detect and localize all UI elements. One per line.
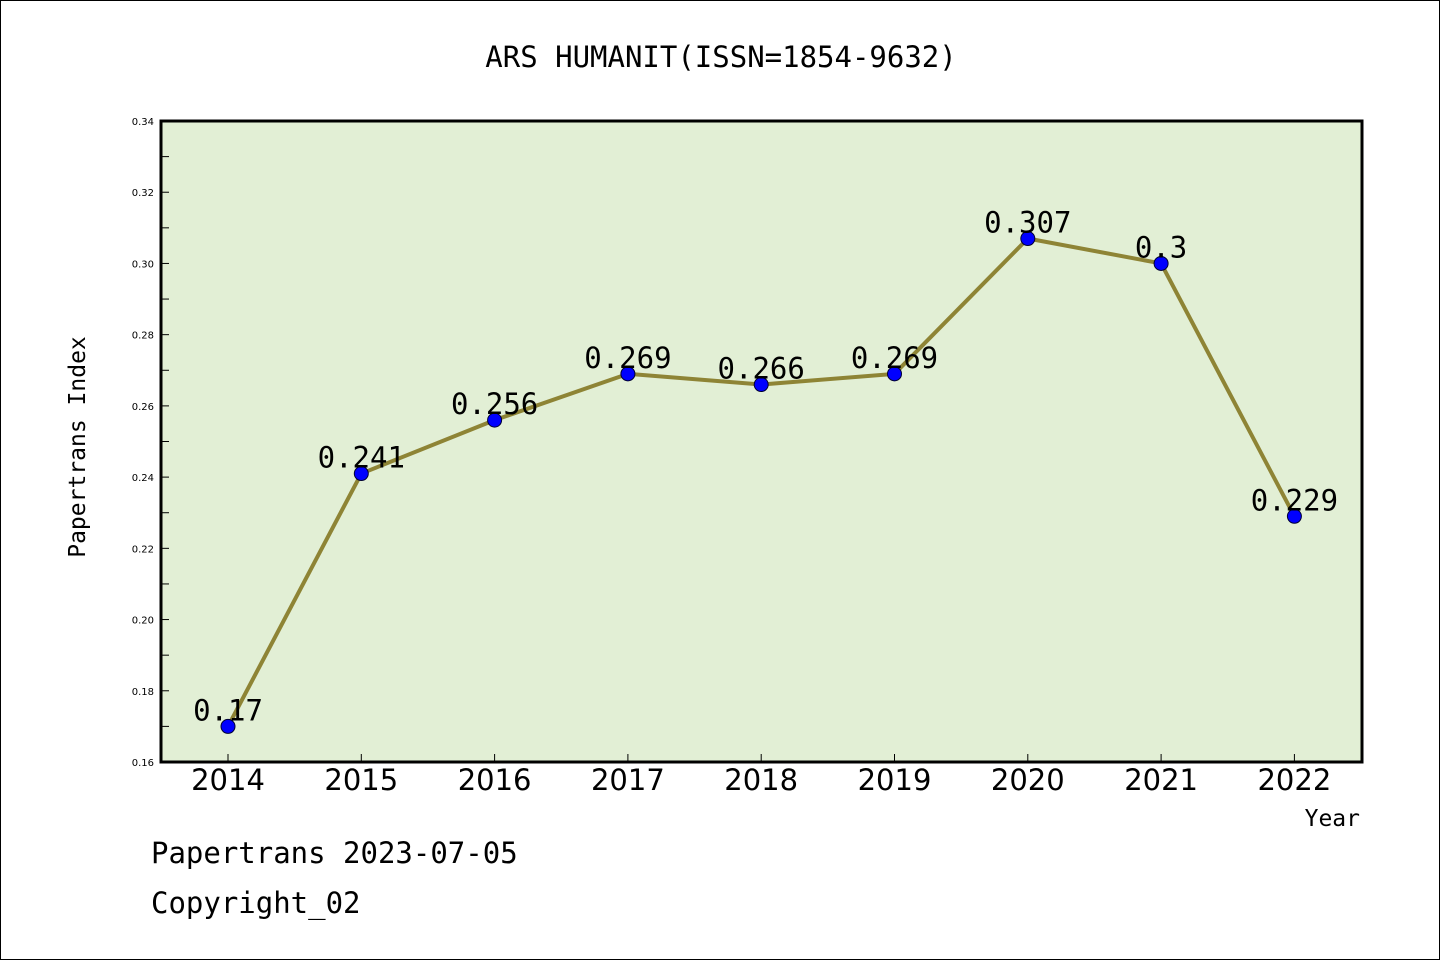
- footer-copyright: Copyright_02: [151, 886, 361, 920]
- y-tick-label: 0.30: [132, 259, 154, 270]
- data-point: [887, 366, 902, 382]
- chart-title: ARS HUMANIT(ISSN=1854-9632): [485, 40, 956, 74]
- footer-date: Papertrans 2023-07-05: [151, 836, 518, 870]
- y-tick-label: 0.22: [132, 544, 154, 555]
- y-tick-label: 0.20: [132, 616, 154, 627]
- data-label: 0.17: [193, 693, 263, 727]
- x-tick-label: 2021: [1124, 763, 1198, 797]
- plot-border: [159, 119, 1364, 764]
- series-layer: 0.17 0.241 0.256 0.269 0.266 0.269 0.307 0.3 0.2…: [193, 206, 1338, 734]
- x-tick-label: 2016: [458, 763, 532, 797]
- data-label: 0.256: [451, 387, 538, 421]
- x-tick-label: 2018: [724, 763, 798, 797]
- y-tick-label: 0.34: [132, 117, 154, 128]
- data-label: 0.307: [984, 206, 1071, 240]
- x-tick-label: 2014: [191, 763, 265, 797]
- y-tick-label: 0.32: [132, 188, 154, 199]
- data-point: [1020, 231, 1036, 247]
- y-tick-label: 0.24: [132, 473, 154, 484]
- y-tick-label: 0.28: [132, 331, 154, 342]
- data-label: 0.266: [718, 352, 805, 386]
- data-point: [1286, 508, 1302, 524]
- y-tick-label: 0.18: [132, 687, 154, 698]
- x-tick-label: 2015: [324, 763, 398, 797]
- y-tick-label: 0.26: [132, 402, 154, 413]
- data-point: [753, 377, 769, 393]
- data-point: [353, 466, 369, 482]
- x-tick-label: 2020: [991, 763, 1065, 797]
- plot-area: [161, 121, 1362, 762]
- data-label: 0.269: [584, 341, 671, 375]
- y-axis-label: Papertrans Index: [65, 336, 91, 558]
- y-tick-label: 0.16: [132, 758, 154, 769]
- x-tick-label: 2022: [1257, 763, 1331, 797]
- data-label: 0.3: [1135, 230, 1187, 264]
- x-tick-label: 2017: [591, 763, 665, 797]
- data-point: [487, 412, 503, 428]
- data-point: [620, 366, 636, 382]
- data-label: 0.241: [318, 441, 405, 475]
- x-axis-label: Year: [1305, 806, 1360, 832]
- data-point: [220, 718, 236, 734]
- data-label: 0.269: [851, 341, 938, 375]
- axis-ticks: 0.16 0.18 0.20 0.22 0.24 0.26 0.28 0.30 0.32 0.34…: [132, 117, 1332, 797]
- data-point: [1153, 255, 1169, 271]
- x-tick-label: 2019: [858, 763, 932, 797]
- data-label: 0.229: [1251, 483, 1338, 517]
